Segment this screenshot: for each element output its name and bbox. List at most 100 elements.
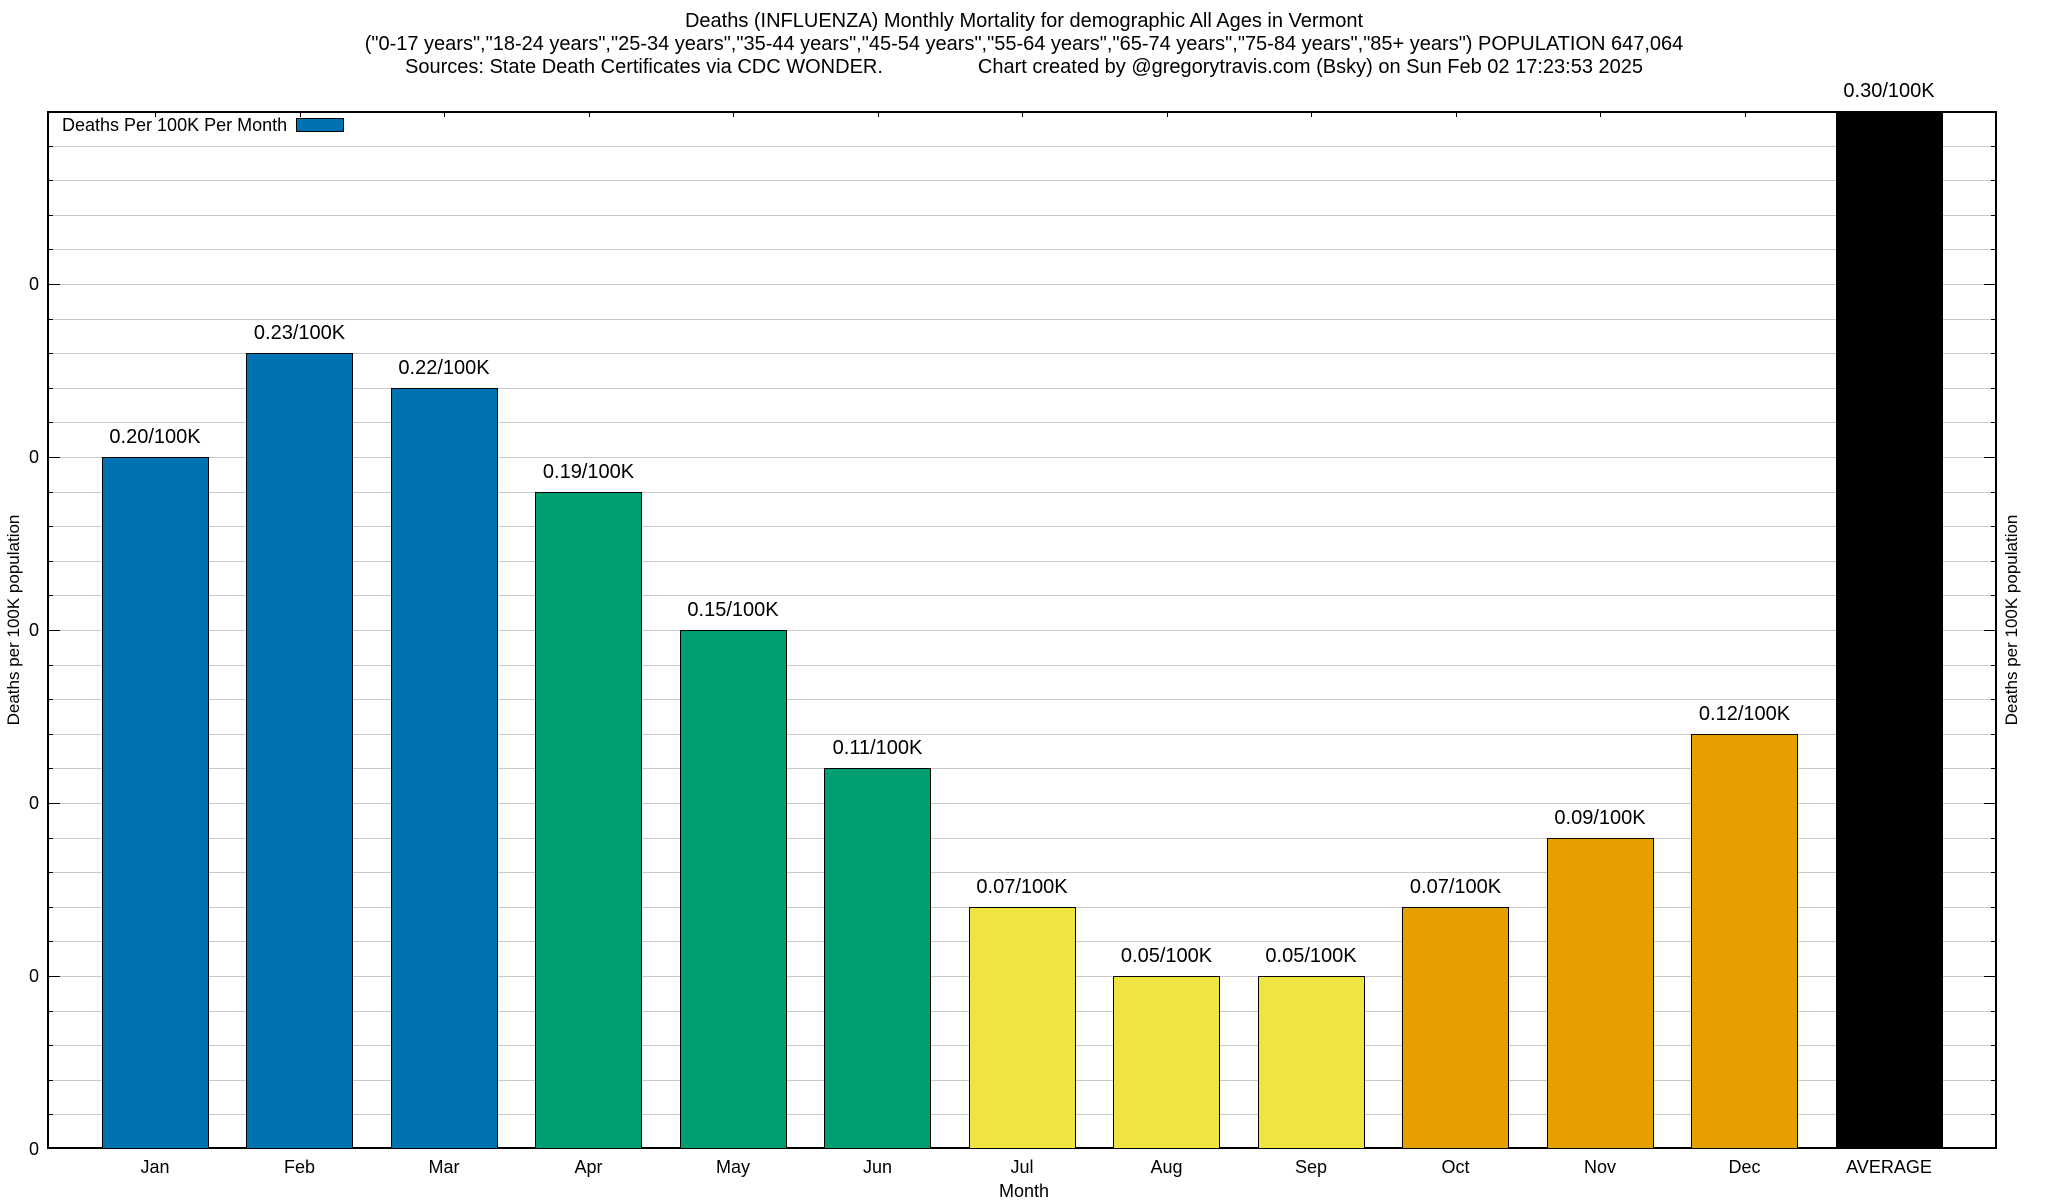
x-tick-label-may: May — [715, 1157, 750, 1177]
minor-ytick-right — [1991, 145, 1997, 147]
minor-ytick-left — [47, 214, 53, 216]
bar-oct — [1402, 906, 1509, 1149]
minor-ytick-left — [47, 906, 53, 908]
grid-line — [49, 803, 1995, 804]
x-tick-label-aug: Aug — [1150, 1157, 1183, 1177]
top-xtick — [299, 111, 301, 117]
grid-line — [49, 318, 1995, 320]
bar-value-label-oct: 0.07/100K — [1409, 875, 1502, 898]
minor-ytick-left — [47, 1010, 53, 1012]
minor-ytick-right — [1991, 872, 1997, 874]
major-ytick-right — [1984, 630, 1997, 631]
chart-title: Deaths (INFLUENZA) Monthly Mortality for… — [684, 10, 1364, 32]
minor-ytick-right — [1991, 1114, 1997, 1116]
minor-ytick-right — [1991, 595, 1997, 597]
minor-ytick-left — [47, 249, 53, 251]
minor-ytick-right — [1991, 180, 1997, 182]
major-ytick-left — [47, 284, 60, 285]
legend-swatch-icon — [296, 118, 345, 132]
major-ytick-right — [1984, 284, 1997, 285]
minor-ytick-right — [1991, 422, 1997, 424]
y-tick-label: 0 — [28, 966, 39, 986]
top-xtick — [444, 111, 445, 117]
bar-value-label-nov: 0.09/100K — [1554, 806, 1646, 829]
grid-line — [49, 768, 1995, 770]
minor-ytick-left — [47, 941, 53, 943]
x-tick-label-nov: Nov — [1583, 1157, 1616, 1177]
minor-ytick-left — [47, 145, 53, 147]
y-tick-label: 0 — [28, 793, 39, 813]
grid-line — [49, 353, 1995, 355]
bar-jun — [824, 768, 931, 1149]
grid-line — [49, 249, 1995, 251]
grid-line — [49, 145, 1995, 147]
grid-line — [49, 284, 1995, 285]
grid-line — [49, 699, 1995, 701]
bar-aug — [1113, 976, 1220, 1149]
bar-jul — [968, 906, 1076, 1149]
bar-feb — [246, 353, 353, 1149]
grid-line — [49, 664, 1995, 666]
top-xtick — [1600, 111, 1601, 117]
grid-line — [49, 595, 1995, 597]
x-tick-label-dec: Dec — [1728, 1157, 1761, 1177]
minor-ytick-left — [47, 837, 53, 839]
minor-ytick-right — [1991, 768, 1997, 770]
minor-ytick-right — [1991, 664, 1997, 666]
bar-dec — [1691, 733, 1798, 1149]
bar-apr — [535, 491, 642, 1149]
minor-ytick-left — [47, 699, 53, 701]
top-xtick — [1744, 111, 1746, 117]
minor-ytick-left — [47, 180, 53, 182]
minor-ytick-right — [1991, 387, 1997, 389]
minor-ytick-right — [1991, 1010, 1997, 1012]
minor-ytick-left — [47, 1114, 53, 1116]
minor-ytick-right — [1991, 837, 1997, 839]
minor-ytick-left — [47, 353, 53, 355]
top-xtick — [877, 111, 879, 117]
minor-ytick-right — [1991, 491, 1997, 493]
legend-label: Deaths Per 100K Per Month — [62, 115, 288, 135]
y-tick-label: 0 — [28, 447, 39, 467]
minor-ytick-left — [47, 595, 53, 597]
x-tick-label-sep: Sep — [1294, 1157, 1328, 1177]
grid-line — [49, 837, 1995, 839]
major-ytick-right — [1984, 976, 1997, 977]
major-ytick-right — [1984, 457, 1997, 458]
top-xtick — [1022, 111, 1023, 117]
minor-ytick-left — [47, 318, 53, 320]
minor-ytick-left — [47, 422, 53, 424]
x-tick-label-jan: Jan — [140, 1157, 170, 1177]
bar-average — [1835, 111, 1943, 1149]
grid-line — [49, 733, 1995, 735]
minor-ytick-right — [1991, 699, 1997, 701]
x-tick-label-feb: Feb — [283, 1157, 316, 1177]
major-ytick-left — [47, 803, 60, 804]
y-tick-label: 0 — [28, 620, 39, 640]
major-ytick-left — [47, 457, 60, 458]
minor-ytick-left — [47, 768, 53, 770]
minor-ytick-right — [1991, 560, 1997, 562]
x-tick-label-oct: Oct — [1441, 1157, 1470, 1177]
grid-line — [49, 560, 1995, 562]
x-tick-label-jun: Jun — [862, 1157, 893, 1177]
bar-sep — [1257, 976, 1365, 1149]
legend: Deaths Per 100K Per Month — [62, 113, 345, 137]
y-tick-label: 0 — [28, 1139, 39, 1159]
minor-ytick-right — [1991, 906, 1997, 908]
bar-value-label-feb: 0.23/100K — [253, 322, 346, 345]
bar-value-label-apr: 0.19/100K — [542, 460, 635, 483]
x-axis-title: Month — [998, 1181, 1050, 1200]
bar-nov — [1546, 837, 1654, 1149]
bar-mar — [390, 387, 498, 1149]
bar-value-label-jul: 0.07/100K — [976, 875, 1068, 898]
grid-line — [49, 630, 1995, 631]
bar-value-label-average: 0.30/100K — [1843, 80, 1935, 102]
major-ytick-left — [47, 630, 60, 631]
bar-value-label-mar: 0.22/100K — [398, 356, 490, 379]
minor-ytick-right — [1991, 318, 1997, 320]
credit-text: Chart created by @gregorytravis.com (Bsk… — [977, 56, 1643, 78]
bar-value-label-dec: 0.12/100K — [1698, 702, 1791, 725]
bar-jan — [101, 457, 209, 1149]
grid-line — [49, 491, 1995, 493]
